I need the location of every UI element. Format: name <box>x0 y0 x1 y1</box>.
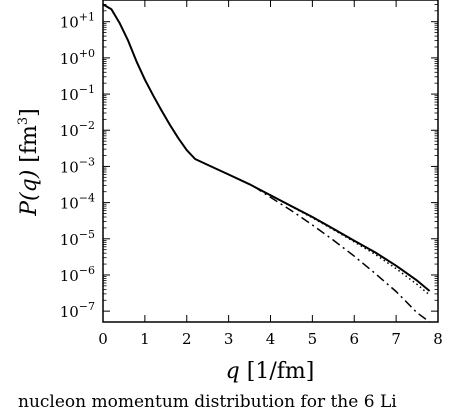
series-line-solid <box>103 3 431 292</box>
x-tick-label: 1 <box>140 330 150 348</box>
y-axis-title: P(q) [fm3] <box>16 108 42 217</box>
axis-tick-labels: 0 1 2 3 4 5 6 7 8 10−7 10−6 10−5 10−4 10−3 10−2 10−1 10+… <box>60 11 443 348</box>
x-tick-label: 4 <box>266 330 276 348</box>
y-tick-label: 10−1 <box>60 83 95 104</box>
x-tick-label: 2 <box>182 330 192 348</box>
y-tick-label: 10−5 <box>60 228 95 249</box>
y-tick-label: 10−2 <box>60 119 95 140</box>
series-group <box>103 3 431 322</box>
y-tick-label: 10−4 <box>60 192 95 213</box>
figure-caption-fragment: nucleon momentum distribution for the 6 … <box>18 392 397 412</box>
y-tick-label: 10−3 <box>60 155 95 176</box>
y-tick-label: 10−7 <box>60 300 95 321</box>
x-tick-label: 7 <box>391 330 401 348</box>
plot-frame <box>102 0 439 323</box>
x-tick-label: 8 <box>433 330 443 348</box>
x-tick-label: 6 <box>349 330 359 348</box>
series-line-dashdot <box>253 185 431 322</box>
y-tick-label: 10+1 <box>60 11 95 32</box>
axis-ticks <box>102 0 439 322</box>
y-tick-label: 10+0 <box>60 47 95 68</box>
series-line-dotted <box>270 194 431 296</box>
x-tick-label: 5 <box>308 330 318 348</box>
y-tick-label: 10−6 <box>60 264 95 285</box>
x-tick-label: 0 <box>98 330 108 348</box>
x-tick-label: 3 <box>224 330 234 348</box>
x-axis-title: q [1/fm] <box>226 359 315 384</box>
